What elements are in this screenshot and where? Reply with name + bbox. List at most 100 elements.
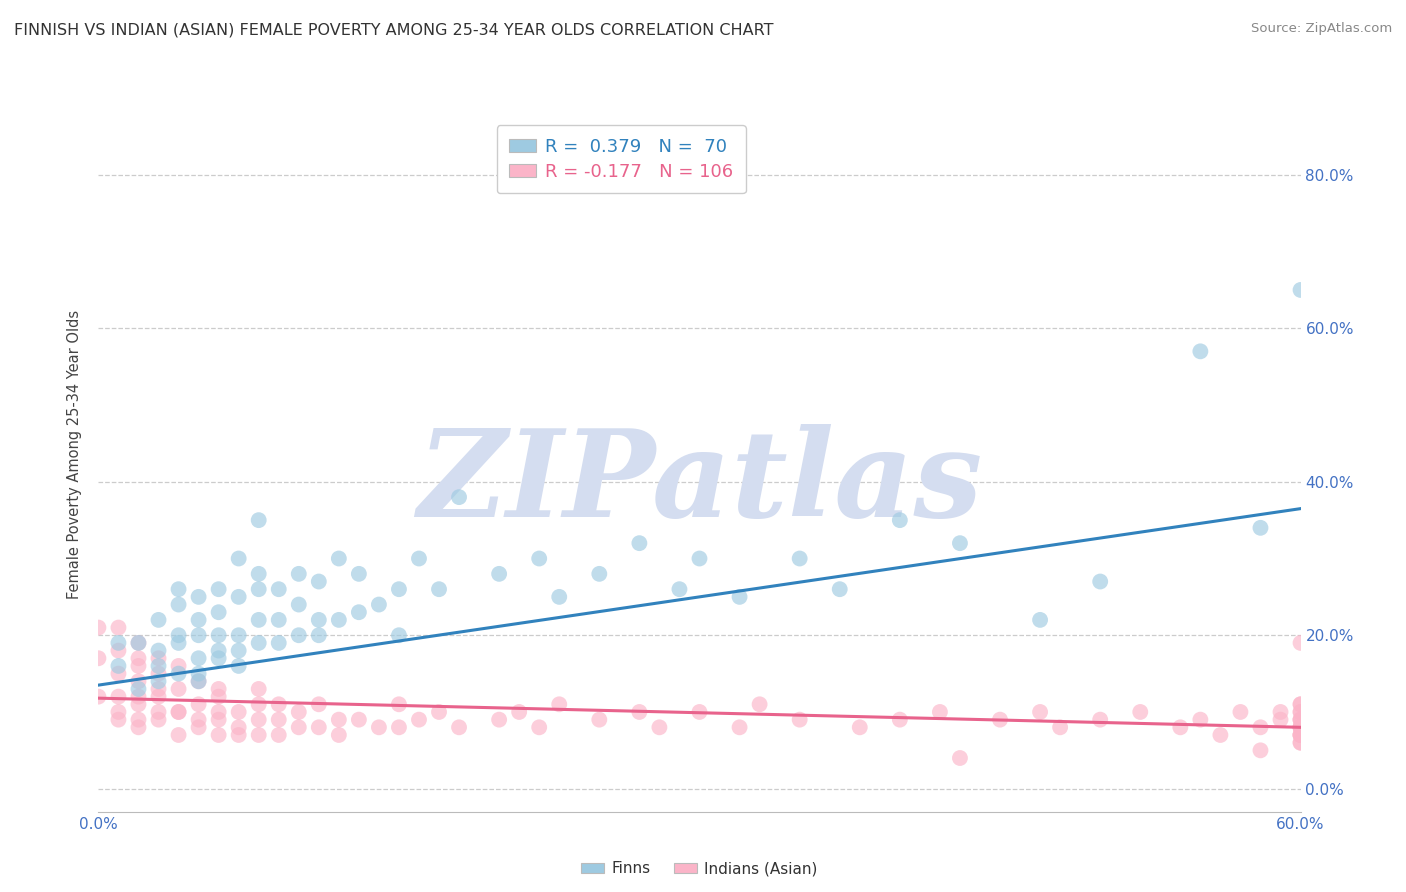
Point bbox=[1289, 713, 1312, 727]
Point bbox=[548, 590, 571, 604]
Point bbox=[588, 713, 610, 727]
Point bbox=[889, 513, 911, 527]
Point bbox=[1289, 720, 1312, 734]
Point bbox=[368, 598, 391, 612]
Point bbox=[247, 613, 270, 627]
Point bbox=[1088, 713, 1111, 727]
Point bbox=[247, 513, 270, 527]
Point bbox=[529, 551, 551, 566]
Point bbox=[228, 728, 250, 742]
Point bbox=[1289, 736, 1312, 750]
Point bbox=[508, 705, 530, 719]
Point bbox=[167, 582, 190, 597]
Point bbox=[228, 590, 250, 604]
Point bbox=[1029, 705, 1052, 719]
Point bbox=[208, 728, 231, 742]
Point bbox=[107, 659, 129, 673]
Text: ZIPatlas: ZIPatlas bbox=[416, 425, 983, 542]
Point bbox=[1289, 705, 1312, 719]
Point bbox=[408, 713, 430, 727]
Point bbox=[1289, 728, 1312, 742]
Point bbox=[247, 636, 270, 650]
Point bbox=[328, 613, 350, 627]
Point bbox=[1250, 743, 1272, 757]
Point bbox=[748, 698, 770, 712]
Point bbox=[328, 713, 350, 727]
Point bbox=[488, 566, 510, 581]
Point bbox=[247, 698, 270, 712]
Point bbox=[87, 651, 110, 665]
Point bbox=[128, 651, 150, 665]
Point bbox=[167, 666, 190, 681]
Point bbox=[87, 690, 110, 704]
Point bbox=[388, 698, 411, 712]
Point bbox=[288, 566, 311, 581]
Point bbox=[628, 536, 651, 550]
Point bbox=[347, 605, 370, 619]
Point bbox=[267, 698, 290, 712]
Point bbox=[1170, 720, 1192, 734]
Point bbox=[208, 690, 231, 704]
Point bbox=[228, 705, 250, 719]
Point bbox=[288, 628, 311, 642]
Y-axis label: Female Poverty Among 25-34 Year Olds: Female Poverty Among 25-34 Year Olds bbox=[67, 310, 83, 599]
Point bbox=[167, 628, 190, 642]
Point bbox=[228, 628, 250, 642]
Point bbox=[87, 621, 110, 635]
Point bbox=[288, 598, 311, 612]
Text: Source: ZipAtlas.com: Source: ZipAtlas.com bbox=[1251, 22, 1392, 36]
Point bbox=[308, 698, 330, 712]
Point bbox=[1189, 344, 1212, 359]
Point bbox=[1289, 713, 1312, 727]
Point bbox=[228, 659, 250, 673]
Point bbox=[668, 582, 690, 597]
Point bbox=[1289, 720, 1312, 734]
Point bbox=[247, 681, 270, 696]
Point bbox=[228, 720, 250, 734]
Point bbox=[267, 636, 290, 650]
Point bbox=[148, 674, 170, 689]
Point bbox=[308, 720, 330, 734]
Point bbox=[228, 551, 250, 566]
Point bbox=[648, 720, 671, 734]
Point bbox=[728, 590, 751, 604]
Point bbox=[187, 720, 209, 734]
Point bbox=[1250, 720, 1272, 734]
Point bbox=[1289, 720, 1312, 734]
Point bbox=[308, 628, 330, 642]
Point bbox=[308, 574, 330, 589]
Point bbox=[1289, 736, 1312, 750]
Point bbox=[267, 728, 290, 742]
Point bbox=[167, 705, 190, 719]
Point bbox=[1289, 728, 1312, 742]
Point bbox=[208, 651, 231, 665]
Point bbox=[247, 728, 270, 742]
Point bbox=[1289, 720, 1312, 734]
Point bbox=[167, 728, 190, 742]
Point bbox=[128, 720, 150, 734]
Point bbox=[208, 605, 231, 619]
Point bbox=[347, 566, 370, 581]
Point bbox=[187, 613, 209, 627]
Point bbox=[107, 643, 129, 657]
Point bbox=[447, 720, 470, 734]
Point bbox=[828, 582, 851, 597]
Point bbox=[167, 598, 190, 612]
Point bbox=[949, 536, 972, 550]
Legend: Finns, Indians (Asian): Finns, Indians (Asian) bbox=[575, 855, 824, 882]
Point bbox=[128, 636, 150, 650]
Point bbox=[529, 720, 551, 734]
Point bbox=[187, 666, 209, 681]
Point bbox=[427, 705, 450, 719]
Point bbox=[789, 551, 811, 566]
Point bbox=[1270, 705, 1292, 719]
Point bbox=[728, 720, 751, 734]
Point bbox=[1049, 720, 1071, 734]
Point bbox=[128, 674, 150, 689]
Point bbox=[187, 713, 209, 727]
Point bbox=[148, 713, 170, 727]
Point bbox=[187, 628, 209, 642]
Point bbox=[388, 582, 411, 597]
Point bbox=[208, 628, 231, 642]
Point bbox=[148, 643, 170, 657]
